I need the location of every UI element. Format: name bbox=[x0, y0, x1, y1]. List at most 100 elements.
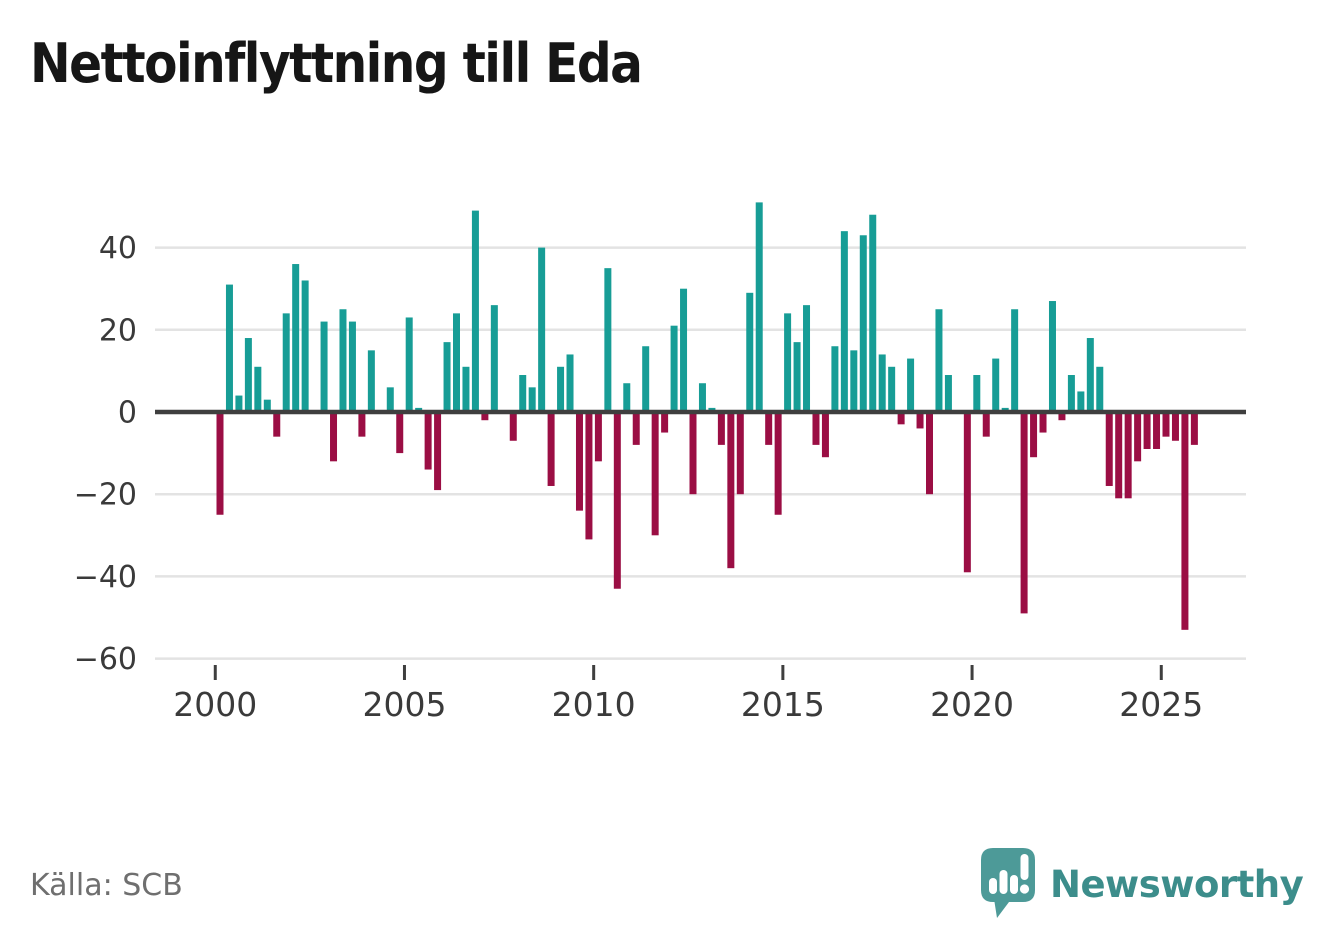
bar-2007Q2 bbox=[490, 305, 498, 412]
bar-2022Q3 bbox=[1067, 375, 1075, 412]
bar-2022Q4 bbox=[1077, 391, 1085, 412]
bar-2014Q2 bbox=[755, 202, 763, 412]
y-axis-label-0: 0 bbox=[118, 396, 137, 431]
bar-2014Q1 bbox=[746, 292, 754, 412]
bar-2009Q3 bbox=[575, 412, 583, 511]
bar-2025Q3 bbox=[1181, 412, 1189, 630]
y-axis-label--40: −40 bbox=[74, 560, 137, 595]
bar-2018Q1 bbox=[897, 412, 905, 425]
bar-2018Q3 bbox=[916, 412, 924, 429]
bar-2024Q2 bbox=[1134, 412, 1142, 462]
bar-2016Q2 bbox=[831, 346, 839, 412]
x-axis-label-2015: 2015 bbox=[741, 685, 825, 724]
bar-2025Q1 bbox=[1162, 412, 1170, 437]
bar-2016Q1 bbox=[821, 412, 829, 458]
bar-2012Q2 bbox=[680, 288, 688, 412]
bar-2019Q4 bbox=[963, 412, 971, 573]
bar-2012Q4 bbox=[698, 383, 706, 412]
bar-2006Q3 bbox=[462, 366, 470, 412]
bar-2013Q3 bbox=[727, 412, 735, 569]
bar-2024Q3 bbox=[1143, 412, 1151, 449]
bar-2010Q2 bbox=[604, 268, 612, 412]
bar-2007Q4 bbox=[509, 412, 517, 441]
bar-2005Q1 bbox=[405, 317, 413, 412]
bar-2009Q2 bbox=[566, 354, 574, 412]
bar-2001Q3 bbox=[273, 412, 281, 437]
bar-2000Q1 bbox=[216, 412, 224, 515]
bar-2021Q4 bbox=[1039, 412, 1047, 433]
bar-2001Q4 bbox=[282, 313, 290, 412]
bar-2003Q3 bbox=[348, 321, 356, 412]
bar-2003Q4 bbox=[358, 412, 366, 437]
bar-2011Q2 bbox=[642, 346, 650, 412]
x-axis-label-2000: 2000 bbox=[173, 685, 257, 724]
bar-2000Q4 bbox=[244, 338, 252, 412]
bar-2021Q2 bbox=[1020, 412, 1028, 614]
y-axis-label-20: 20 bbox=[99, 313, 137, 348]
bar-2011Q4 bbox=[661, 412, 669, 433]
source-text: Källa: SCB bbox=[30, 868, 183, 903]
bar-2008Q4 bbox=[547, 412, 555, 486]
bar-2002Q4 bbox=[320, 321, 328, 412]
bar-2023Q4 bbox=[1115, 412, 1123, 499]
y-axis-label-40: 40 bbox=[99, 231, 137, 266]
bar-2004Q3 bbox=[386, 387, 394, 412]
bar-2003Q2 bbox=[339, 309, 347, 412]
bar-2012Q1 bbox=[670, 325, 678, 412]
bar-2020Q3 bbox=[992, 358, 1000, 412]
bar-2008Q3 bbox=[538, 247, 546, 412]
y-axis-label--20: −20 bbox=[74, 478, 137, 513]
bar-2024Q1 bbox=[1124, 412, 1132, 499]
bar-2000Q2 bbox=[225, 284, 233, 412]
bar-2007Q1 bbox=[481, 412, 489, 421]
bar-2020Q1 bbox=[973, 375, 981, 412]
bar-2017Q3 bbox=[878, 354, 886, 412]
bar-2011Q3 bbox=[651, 412, 659, 536]
bar-2015Q3 bbox=[803, 305, 811, 412]
bar-2023Q1 bbox=[1086, 338, 1094, 412]
bar-2010Q3 bbox=[613, 412, 621, 589]
bar-2023Q3 bbox=[1105, 412, 1113, 486]
bar-2009Q4 bbox=[585, 412, 593, 540]
bar-2021Q1 bbox=[1011, 309, 1019, 412]
x-axis-label-2010: 2010 bbox=[552, 685, 636, 724]
bar-2017Q2 bbox=[869, 214, 877, 412]
x-axis-label-2005: 2005 bbox=[362, 685, 446, 724]
x-axis-label-2025: 2025 bbox=[1119, 685, 1203, 724]
bar-2003Q1 bbox=[330, 412, 338, 462]
bar-2015Q1 bbox=[784, 313, 792, 412]
x-axis-label-2020: 2020 bbox=[930, 685, 1014, 724]
bar-2018Q2 bbox=[907, 358, 915, 412]
y-axis-label--60: −60 bbox=[74, 642, 137, 677]
bar-2010Q4 bbox=[623, 383, 631, 412]
bar-2008Q1 bbox=[519, 375, 527, 412]
bar-2019Q1 bbox=[935, 309, 943, 412]
bar-2025Q4 bbox=[1190, 412, 1198, 445]
newsworthy-logo-icon bbox=[981, 848, 1035, 918]
bar-2001Q2 bbox=[263, 399, 271, 412]
bar-2006Q2 bbox=[453, 313, 460, 412]
bar-2024Q4 bbox=[1153, 412, 1161, 449]
bar-2006Q4 bbox=[471, 210, 479, 412]
newsworthy-logo[interactable]: Newsworthy bbox=[978, 844, 1304, 924]
bar-2014Q3 bbox=[765, 412, 773, 445]
bar-2008Q2 bbox=[528, 387, 536, 412]
newsworthy-wordmark: Newsworthy bbox=[1050, 862, 1304, 906]
bar-2017Q1 bbox=[859, 235, 867, 412]
bar-2010Q1 bbox=[594, 412, 602, 462]
bar-2002Q2 bbox=[301, 280, 309, 412]
bar-2020Q2 bbox=[982, 412, 990, 437]
bar-2009Q1 bbox=[557, 366, 565, 412]
bar-2011Q1 bbox=[632, 412, 640, 445]
bar-2018Q4 bbox=[926, 412, 933, 495]
bar-2013Q4 bbox=[736, 412, 744, 495]
bar-2019Q2 bbox=[944, 375, 952, 412]
bar-2004Q1 bbox=[367, 350, 375, 412]
bar-2000Q3 bbox=[235, 395, 243, 412]
bar-2004Q4 bbox=[396, 412, 404, 454]
bar-2017Q4 bbox=[888, 366, 896, 412]
bar-2021Q3 bbox=[1030, 412, 1038, 458]
bar-2023Q2 bbox=[1096, 366, 1104, 412]
